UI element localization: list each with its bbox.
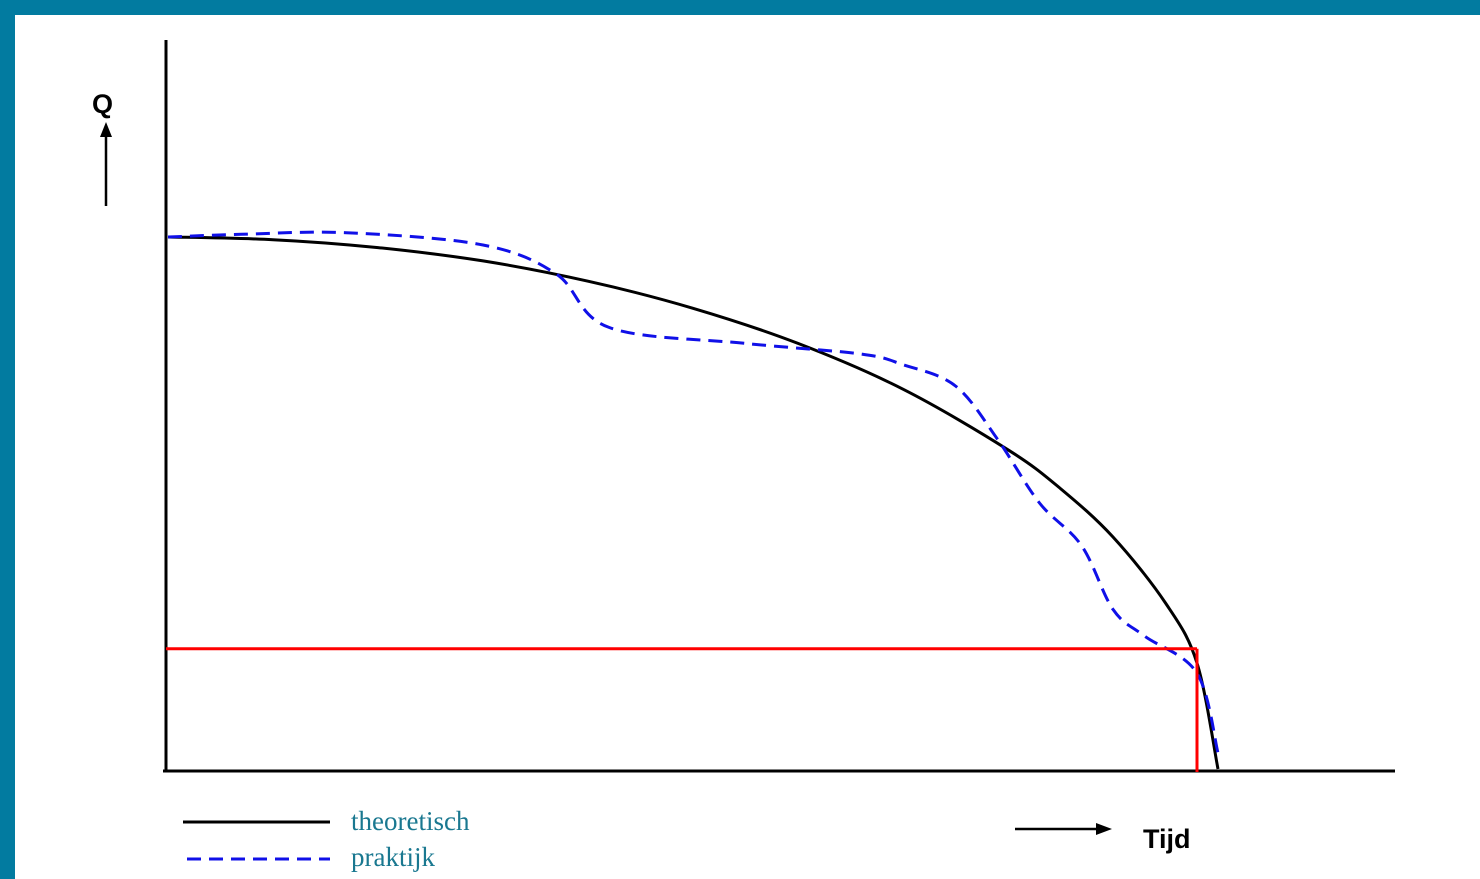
chart-svg: Q Tijd theoretisch praktijk (92, 40, 1395, 872)
x-axis-label: Tijd (1143, 824, 1191, 854)
x-axis-arrow-head (1096, 823, 1112, 835)
y-axis-label: Q (92, 89, 113, 119)
slide-canvas: Q Tijd theoretisch praktijk (15, 15, 1480, 879)
series-theoretisch-line (167, 235, 1220, 770)
y-axis-arrow-head (100, 122, 112, 137)
legend-praktijk-label: praktijk (351, 842, 435, 872)
legend-theoretisch-label: theoretisch (351, 806, 470, 836)
series-praktijk-line (167, 230, 1220, 754)
